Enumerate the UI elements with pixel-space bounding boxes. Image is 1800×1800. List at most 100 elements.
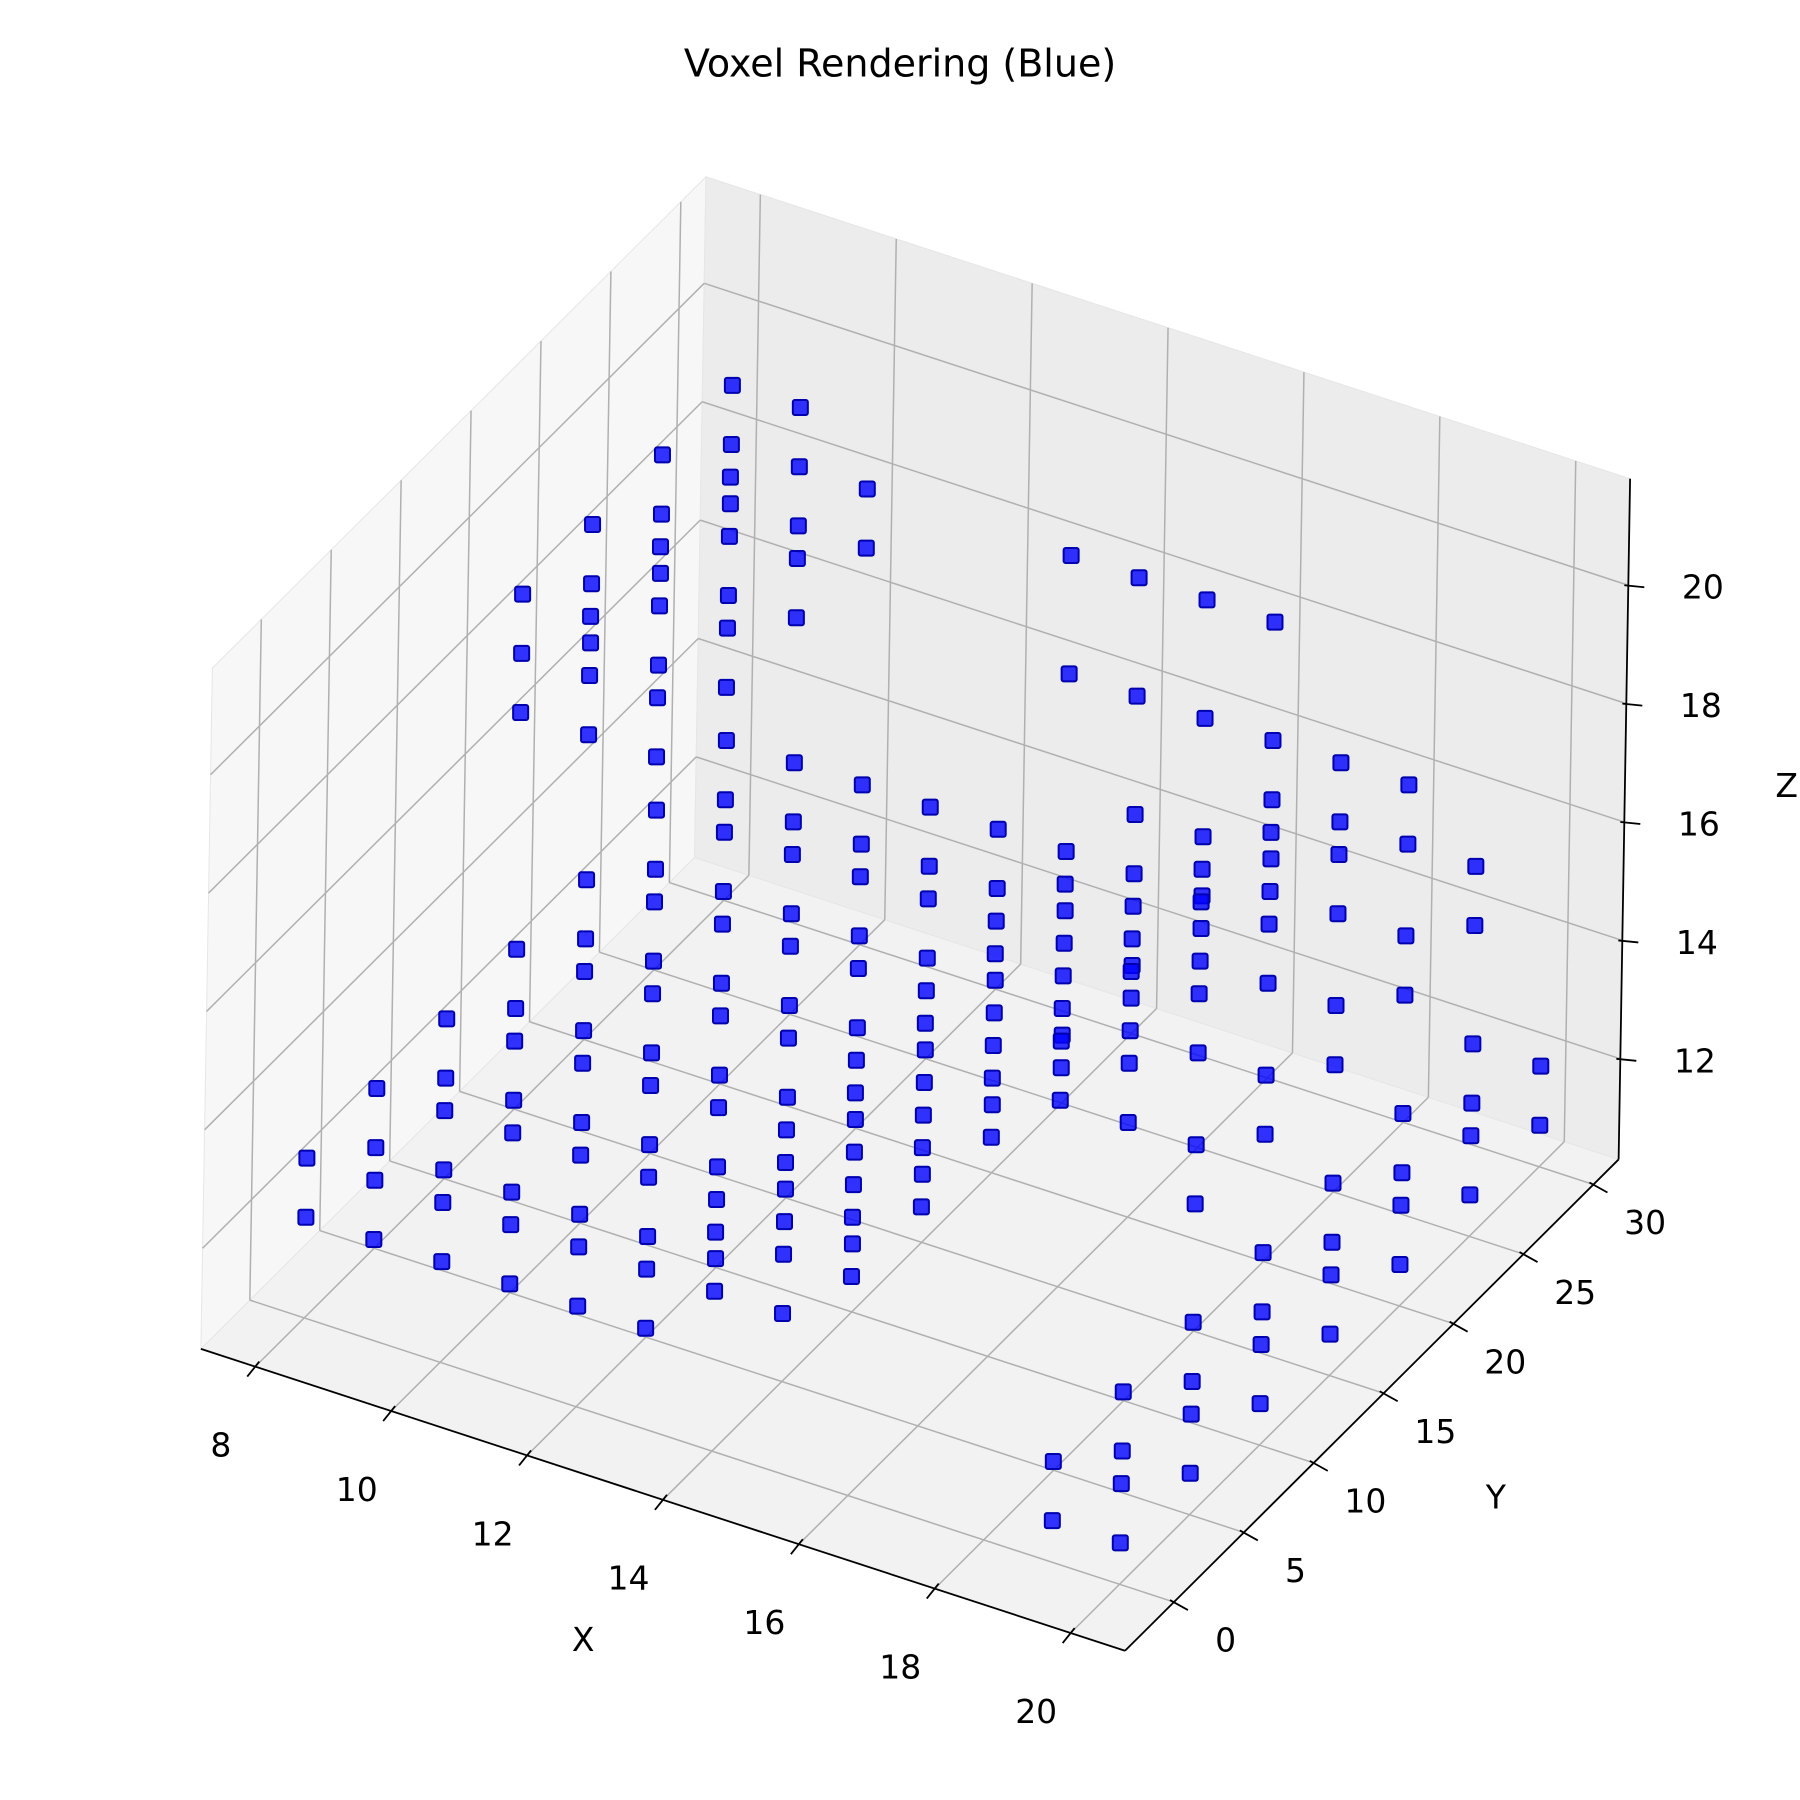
voxel [1531,1116,1549,1134]
voxel [777,1153,795,1171]
floor-grid-line [662,1007,1158,1501]
voxel [718,619,736,637]
voxel [437,1069,455,1087]
voxel [717,678,735,696]
y-tick-label: 5 [1285,1551,1306,1590]
voxel [641,1136,659,1154]
voxel [502,1216,520,1234]
voxel [1329,905,1347,923]
voxel [580,726,598,744]
voxel [1112,1475,1130,1493]
voxel [647,801,665,819]
floor-grid-line [934,1096,1429,1590]
z-tick-label: 18 [1680,686,1722,725]
voxel [719,587,737,605]
voxel [640,1168,658,1186]
voxel [652,505,670,523]
voxel [853,776,871,794]
voxel [848,1019,866,1037]
voxel [1192,893,1210,911]
z-tick-label: 14 [1676,923,1718,962]
voxel [722,436,740,454]
voxel [1052,1032,1070,1050]
voxel [1120,1054,1138,1072]
voxel [508,940,526,958]
z-tick [1618,939,1639,944]
voxel [1194,828,1212,846]
voxel [1332,754,1350,772]
voxel [642,1076,660,1094]
z-tick [1622,702,1643,707]
voxel [298,1149,316,1167]
floor-grid-line [390,919,886,1412]
voxel [858,480,876,498]
voxel [985,1004,1003,1022]
back-grid-line [703,282,1629,586]
x-tick [1061,1627,1076,1644]
voxel [433,1253,451,1271]
floor-grid-line [459,1090,1384,1394]
voxel [844,1176,862,1194]
voxel [648,748,666,766]
left-grid-line [668,201,682,883]
voxel [788,550,806,568]
voxel [1190,985,1208,1003]
voxel [1461,1186,1479,1204]
voxel [503,1183,521,1201]
voxel [1123,930,1141,948]
voxel [571,1205,589,1223]
left-grid-line [208,401,703,894]
voxel [1043,1512,1061,1530]
voxel [713,915,731,933]
back-grid-line [697,637,1623,942]
voxel [1128,687,1146,705]
voxel [780,996,798,1014]
voxel [1052,1059,1070,1077]
voxel [717,732,735,750]
voxel [849,959,867,977]
voxel [1253,1303,1271,1321]
y-tick [1449,1320,1469,1333]
voxel [721,495,739,513]
voxel [1111,1534,1129,1552]
left-grid-line [249,619,263,1301]
voxel [645,952,663,970]
voxel [708,1190,726,1208]
voxel [1124,897,1142,915]
voxel [776,1180,794,1198]
voxel [1051,1091,1069,1109]
voxel [1193,860,1211,878]
voxel [721,468,739,486]
floor-grid-line [319,1229,1245,1534]
voxel [781,937,799,955]
y-tick [1519,1251,1538,1263]
voxel [914,1106,932,1124]
voxel [1184,1313,1202,1331]
voxel [582,607,600,625]
x-tick-label: 14 [608,1559,650,1598]
voxel [787,609,805,627]
voxel [368,1079,386,1097]
voxel [506,1032,524,1050]
voxel [1196,709,1214,727]
voxel [1254,1244,1272,1262]
voxel [986,971,1004,989]
voxel [1252,1335,1270,1353]
left-grid-line [202,756,697,1249]
y-axis-line [1124,1158,1620,1652]
voxel [1186,1195,1204,1213]
x-tick [518,1449,532,1466]
voxel [1394,1104,1412,1122]
voxel [845,1143,863,1161]
floor-grid-line [254,874,750,1368]
voxel [435,1161,453,1179]
z-tick-label: 20 [1682,568,1724,607]
voxel [504,1124,522,1142]
voxel [720,527,738,545]
voxel [1266,613,1284,631]
voxel [501,1275,519,1293]
voxel [639,1227,657,1245]
voxel [842,1267,860,1285]
y-tick-label: 15 [1414,1412,1456,1451]
